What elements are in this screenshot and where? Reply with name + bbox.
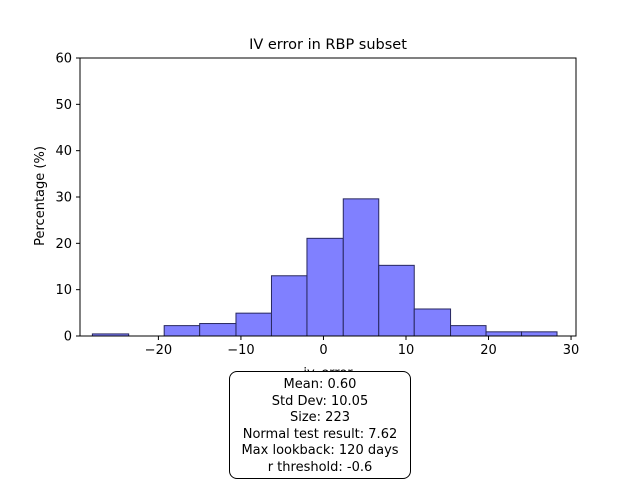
y-tick-label: 0 <box>64 330 72 345</box>
x-tick-label: 10 <box>398 343 415 358</box>
y-axis-label: Percentage (%) <box>33 146 48 246</box>
stats-max-lookback: Max lookback: 120 days <box>241 443 399 458</box>
histogram-bar <box>235 312 272 337</box>
histogram-bar <box>199 323 237 337</box>
chart-title: IV error in RBP subset <box>249 37 407 53</box>
stats-r-threshold: r threshold: -0.6 <box>267 459 373 475</box>
x-tick-label: −20 <box>145 343 172 358</box>
x-tick-label: −10 <box>227 343 254 358</box>
histogram-bar <box>270 275 308 337</box>
x-tick-label: 0 <box>319 343 327 358</box>
ticks-group: −20 −10 0 10 20 30 0 10 20 30 40 50 60 <box>55 52 579 359</box>
histogram-bar <box>342 198 380 337</box>
y-tick-label: 10 <box>55 283 72 298</box>
histogram-bar <box>163 325 201 337</box>
histogram-bar <box>485 331 523 337</box>
y-tick-label: 60 <box>55 52 72 67</box>
histogram-bar <box>413 308 452 337</box>
histogram-bar <box>306 237 344 337</box>
x-tick-label: 20 <box>480 343 497 358</box>
stats-box: Mean: 0.60 Std Dev: 10.05 Size: 223 Norm… <box>229 371 411 479</box>
histogram-bar <box>450 325 487 337</box>
y-tick-label: 50 <box>55 98 72 113</box>
y-tick-label: 20 <box>55 237 72 252</box>
bars-group <box>91 198 558 337</box>
stats-size: Size: 223 <box>289 410 350 425</box>
stats-std-dev: Std Dev: 10.05 <box>271 393 369 409</box>
stats-normal-test: Normal test result: 7.62 <box>242 426 398 442</box>
stats-mean: Mean: 0.60 <box>283 377 357 392</box>
y-tick-label: 40 <box>55 144 72 159</box>
histogram-bar <box>378 264 415 337</box>
x-tick-label: 30 <box>563 343 580 358</box>
y-tick-label: 30 <box>55 191 72 206</box>
histogram-bar <box>521 331 558 337</box>
